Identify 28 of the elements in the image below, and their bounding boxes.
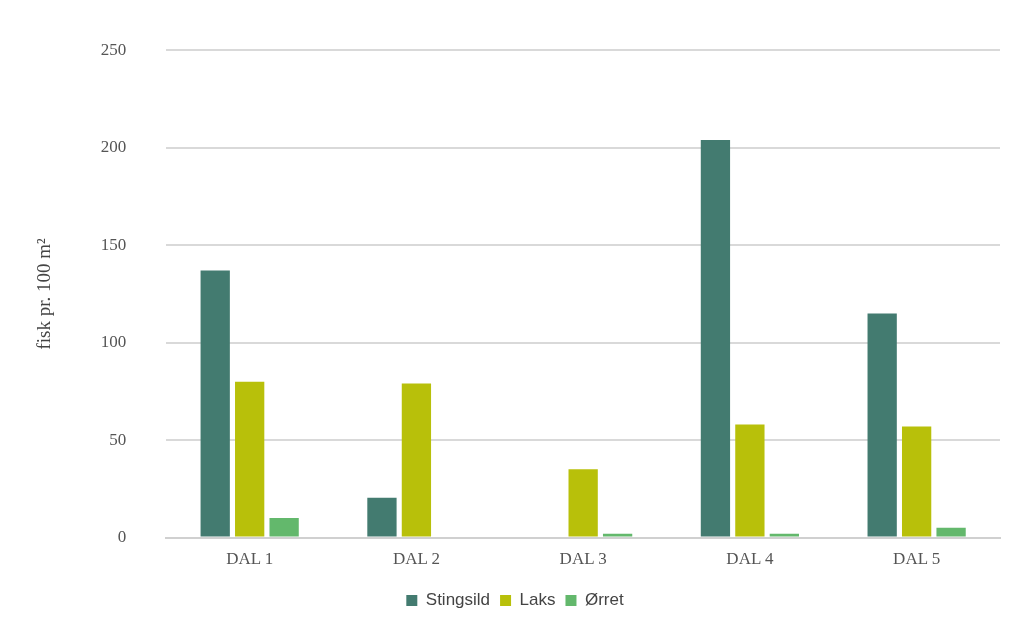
bar [568,469,598,537]
bar [269,518,299,537]
y-tick-label: 50 [109,429,127,449]
bar [235,381,265,537]
bar [867,313,897,537]
y-tick-label: 200 [100,137,127,157]
legend-label: Stingsild [425,590,491,610]
y-axis-title: fisk pr. 100 m² [33,237,55,350]
y-tick-label: 250 [100,39,127,59]
bar [200,270,230,537]
legend-label: Ørret [584,590,624,610]
bar [602,533,633,537]
bar [700,139,731,537]
bar [936,527,966,537]
x-tick-label: DAL 4 [726,549,774,569]
y-tick-label: 150 [100,234,127,254]
bar [769,533,799,537]
y-tick-label: 0 [117,527,127,547]
x-tick-label: DAL 1 [226,549,274,569]
bar [367,497,397,537]
bar [401,383,432,537]
x-tick-label: DAL 5 [893,549,941,569]
y-tick-label: 100 [100,332,127,352]
legend-label: Laks [519,590,556,610]
bar [901,426,932,537]
bar [735,424,765,537]
x-tick-label: DAL 2 [392,549,440,569]
x-tick-label: DAL 3 [559,549,607,569]
